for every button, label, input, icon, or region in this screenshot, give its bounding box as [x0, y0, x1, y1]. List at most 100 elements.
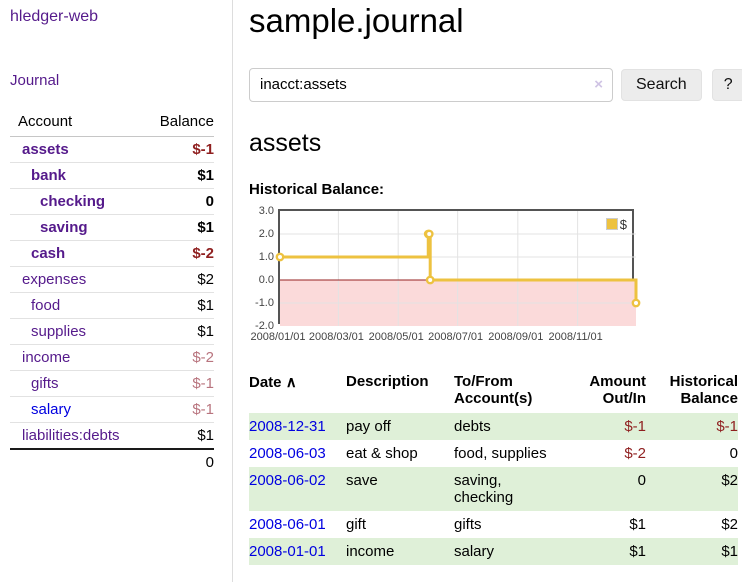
account-link[interactable]: supplies: [10, 319, 146, 345]
account-link[interactable]: checking: [10, 189, 146, 215]
account-balance: $1: [146, 423, 214, 450]
account-link[interactable]: liabilities:debts: [10, 423, 146, 450]
account-link[interactable]: salary: [10, 397, 146, 423]
page-title: sample.journal: [249, 2, 742, 40]
transaction-description-cell: income: [346, 538, 454, 565]
transaction-accounts-cell: gifts: [454, 511, 574, 538]
account-balance: $-1: [146, 397, 214, 423]
accounts-rows: assets$-1bank$1checking0saving$1cash$-2e…: [10, 137, 214, 450]
x-axis-tick-label: 2008/09/01: [488, 331, 543, 343]
chart-title: Historical Balance:: [249, 181, 742, 198]
transaction-description-cell: pay off: [346, 413, 454, 440]
x-axis-tick-label: 2008/03/01: [309, 331, 364, 343]
transaction-amount-cell: 0: [574, 467, 646, 511]
account-row: cash$-2: [10, 241, 214, 267]
chart-plot-area[interactable]: $: [278, 209, 634, 324]
account-link[interactable]: saving: [10, 215, 146, 241]
transaction-date-cell: 2008-01-01: [249, 538, 346, 565]
transaction-date-link[interactable]: 2008-06-01: [249, 516, 326, 533]
accounts-table: Account Balance assets$-1bank$1checking0…: [10, 110, 214, 475]
y-axis-tick-label: -1.0: [249, 297, 274, 309]
transaction-date-cell: 2008-06-03: [249, 440, 346, 467]
transaction-date-link[interactable]: 2008-06-02: [249, 472, 326, 489]
accounts-total-row: 0: [10, 449, 214, 475]
transaction-balance-cell: $-1: [646, 413, 738, 440]
transaction-accounts-cell: food, supplies: [454, 440, 574, 467]
account-balance: $-1: [146, 371, 214, 397]
sort-asc-icon: ∧: [286, 374, 297, 391]
table-row: 2008-06-01giftgifts$1$2: [249, 511, 738, 538]
transaction-date-link[interactable]: 2008-01-01: [249, 543, 326, 560]
spacer: [10, 449, 146, 475]
x-axis-tick-label: 2008/07/01: [428, 331, 483, 343]
account-row: supplies$1: [10, 319, 214, 345]
y-axis-tick-label: 3.0: [249, 205, 274, 217]
transaction-description-cell: save: [346, 467, 454, 511]
transaction-date-cell: 2008-06-02: [249, 467, 346, 511]
help-button[interactable]: ?: [712, 69, 742, 101]
accounts-total-balance: 0: [146, 449, 214, 475]
transaction-amount-cell: $-2: [574, 440, 646, 467]
y-axis-tick-label: 2.0: [249, 228, 274, 240]
transaction-amount-cell: $-1: [574, 413, 646, 440]
account-link[interactable]: expenses: [10, 267, 146, 293]
search-button[interactable]: Search: [621, 69, 702, 101]
account-balance: $1: [146, 319, 214, 345]
x-axis-tick-label: 2008/05/01: [369, 331, 424, 343]
account-balance: 0: [146, 189, 214, 215]
account-row: assets$-1: [10, 137, 214, 163]
account-row: liabilities:debts$1: [10, 423, 214, 450]
register-table: Date ∧ Description To/From Account(s) Am…: [249, 371, 738, 565]
table-row: 2008-06-02savesaving, checking0$2: [249, 467, 738, 511]
account-balance: $1: [146, 163, 214, 189]
account-balance: $2: [146, 267, 214, 293]
column-header-description: Description: [346, 371, 454, 413]
account-balance: $-1: [146, 137, 214, 163]
account-balance: $-2: [146, 241, 214, 267]
account-link[interactable]: assets: [10, 137, 146, 163]
register-rows: 2008-12-31pay offdebts$-1$-12008-06-03ea…: [249, 413, 738, 565]
account-balance: $1: [146, 215, 214, 241]
transaction-balance-cell: 0: [646, 440, 738, 467]
legend-label: $: [620, 217, 627, 232]
legend-swatch-icon: [606, 218, 618, 230]
y-axis-tick-label: 1.0: [249, 251, 274, 263]
sidebar: hledger-web Journal Account Balance asse…: [0, 0, 233, 582]
account-row: expenses$2: [10, 267, 214, 293]
transaction-accounts-cell: saving, checking: [454, 467, 574, 511]
transaction-date-link[interactable]: 2008-12-31: [249, 418, 326, 435]
search-input[interactable]: [249, 68, 613, 102]
search-box: ×: [249, 68, 613, 102]
chart-legend: $: [606, 217, 627, 232]
account-link[interactable]: cash: [10, 241, 146, 267]
transaction-description-cell: gift: [346, 511, 454, 538]
account-row: gifts$-1: [10, 371, 214, 397]
account-link[interactable]: gifts: [10, 371, 146, 397]
account-row: checking0: [10, 189, 214, 215]
app-title-link[interactable]: hledger-web: [10, 8, 214, 26]
main-content: sample.journal × Search ? assets Histori…: [233, 0, 742, 582]
transaction-amount-cell: $1: [574, 538, 646, 565]
transaction-date-cell: 2008-12-31: [249, 413, 346, 440]
sidebar-item-journal[interactable]: Journal: [10, 72, 59, 89]
x-axis-tick-label: 2008/01/01: [250, 331, 305, 343]
column-header-date[interactable]: Date ∧: [249, 371, 346, 413]
account-link[interactable]: food: [10, 293, 146, 319]
account-row: food$1: [10, 293, 214, 319]
transaction-date-cell: 2008-06-01: [249, 511, 346, 538]
column-header-amount: Amount Out/In: [574, 371, 646, 413]
search-form: × Search ?: [249, 68, 742, 102]
chart-canvas: [280, 211, 636, 326]
column-header-balance: Historical Balance: [646, 371, 738, 413]
transaction-balance-cell: $1: [646, 538, 738, 565]
transaction-date-link[interactable]: 2008-06-03: [249, 445, 326, 462]
column-header-accounts: To/From Account(s): [454, 371, 574, 413]
account-row: bank$1: [10, 163, 214, 189]
account-link[interactable]: income: [10, 345, 146, 371]
account-link[interactable]: bank: [10, 163, 146, 189]
clear-search-icon[interactable]: ×: [594, 76, 603, 94]
account-balance: $1: [146, 293, 214, 319]
account-balance: $-2: [146, 345, 214, 371]
account-row: saving$1: [10, 215, 214, 241]
transaction-accounts-cell: debts: [454, 413, 574, 440]
